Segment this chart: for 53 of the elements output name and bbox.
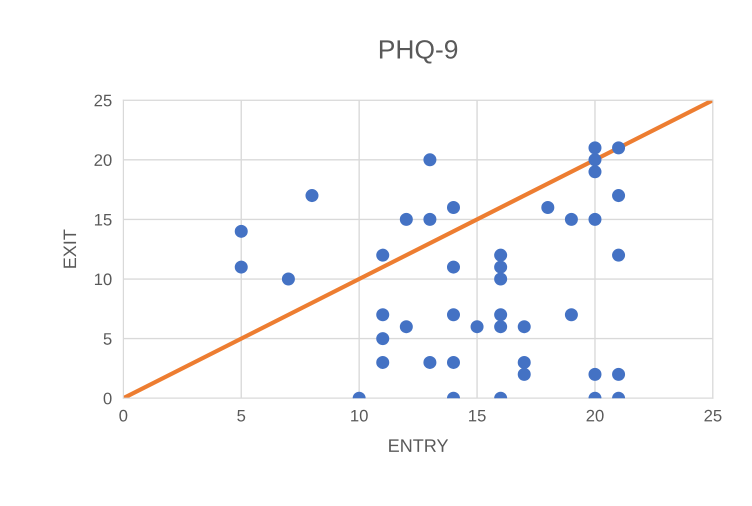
point xyxy=(588,153,602,166)
x-tick-label: 25 xyxy=(704,410,722,422)
point xyxy=(494,272,508,286)
y-axis-title: EXIT xyxy=(64,230,76,268)
y-tick-label: 20 xyxy=(94,154,112,166)
point xyxy=(423,153,436,166)
point xyxy=(400,320,413,334)
y-tick-label: 10 xyxy=(94,273,112,286)
x-tick-label: 0 xyxy=(119,410,128,422)
point xyxy=(588,212,602,226)
y-tick-label: 5 xyxy=(104,333,112,345)
point xyxy=(564,308,578,322)
point xyxy=(518,356,531,369)
y-tick-label: 15 xyxy=(94,214,112,226)
x-tick-label: 10 xyxy=(351,410,368,422)
point xyxy=(376,356,390,369)
point xyxy=(446,356,460,369)
point xyxy=(423,212,436,226)
point xyxy=(494,248,508,262)
point xyxy=(494,308,508,322)
point xyxy=(541,200,554,214)
point xyxy=(400,212,413,226)
point xyxy=(376,248,390,262)
y-tick-label: 25 xyxy=(94,94,112,106)
y-tick-label: 0 xyxy=(104,392,112,404)
point xyxy=(588,141,602,154)
point xyxy=(376,332,390,346)
point xyxy=(234,224,248,238)
chart-title: PHQ-9 xyxy=(380,40,458,64)
point xyxy=(446,200,460,214)
point xyxy=(446,260,460,274)
point xyxy=(518,368,531,381)
point xyxy=(588,368,602,381)
point xyxy=(494,260,508,274)
x-tick-label: 5 xyxy=(237,410,246,422)
point xyxy=(612,189,626,202)
point xyxy=(446,308,460,322)
point xyxy=(518,320,531,334)
x-tick-label: 20 xyxy=(586,410,604,422)
point xyxy=(305,189,318,202)
point xyxy=(612,368,626,381)
point xyxy=(612,141,626,154)
point xyxy=(564,212,578,226)
point xyxy=(588,165,602,178)
point xyxy=(612,248,626,262)
point xyxy=(282,272,295,286)
point xyxy=(423,356,436,369)
point xyxy=(494,320,508,334)
point xyxy=(470,320,484,334)
point xyxy=(234,260,248,274)
x-axis-title: ENTRY xyxy=(389,439,448,452)
x-tick-label: 15 xyxy=(469,410,486,422)
point xyxy=(376,308,390,322)
